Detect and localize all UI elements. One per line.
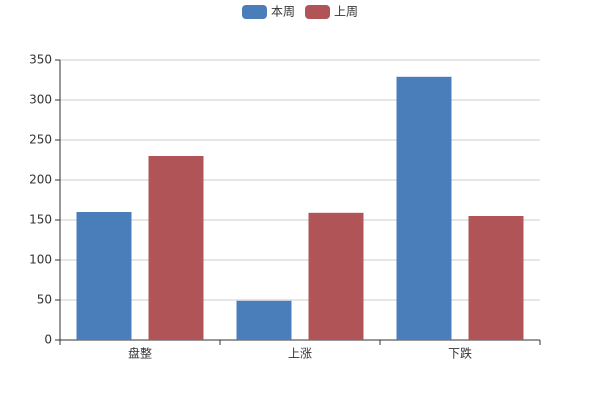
x-tick-label: 下跌	[448, 346, 472, 361]
bar	[236, 300, 292, 340]
bar	[148, 156, 204, 340]
bar	[76, 212, 132, 340]
y-tick-label: 300	[29, 93, 52, 107]
bar	[468, 216, 524, 340]
x-tick-label: 盘整	[128, 346, 152, 361]
y-tick-label: 150	[29, 213, 52, 227]
bar	[308, 212, 364, 340]
y-tick-label: 350	[29, 53, 52, 67]
legend-label: 本周	[271, 5, 295, 19]
legend-label: 上周	[334, 5, 358, 19]
y-tick-label: 200	[29, 173, 52, 187]
bar	[396, 76, 452, 341]
legend-swatch	[242, 5, 267, 19]
y-tick-label: 100	[29, 253, 52, 267]
y-tick-label: 0	[44, 333, 52, 347]
y-tick-label: 250	[29, 133, 52, 147]
legend-swatch	[305, 5, 331, 19]
y-tick-label: 50	[37, 293, 52, 307]
x-tick-label: 上涨	[288, 346, 312, 361]
